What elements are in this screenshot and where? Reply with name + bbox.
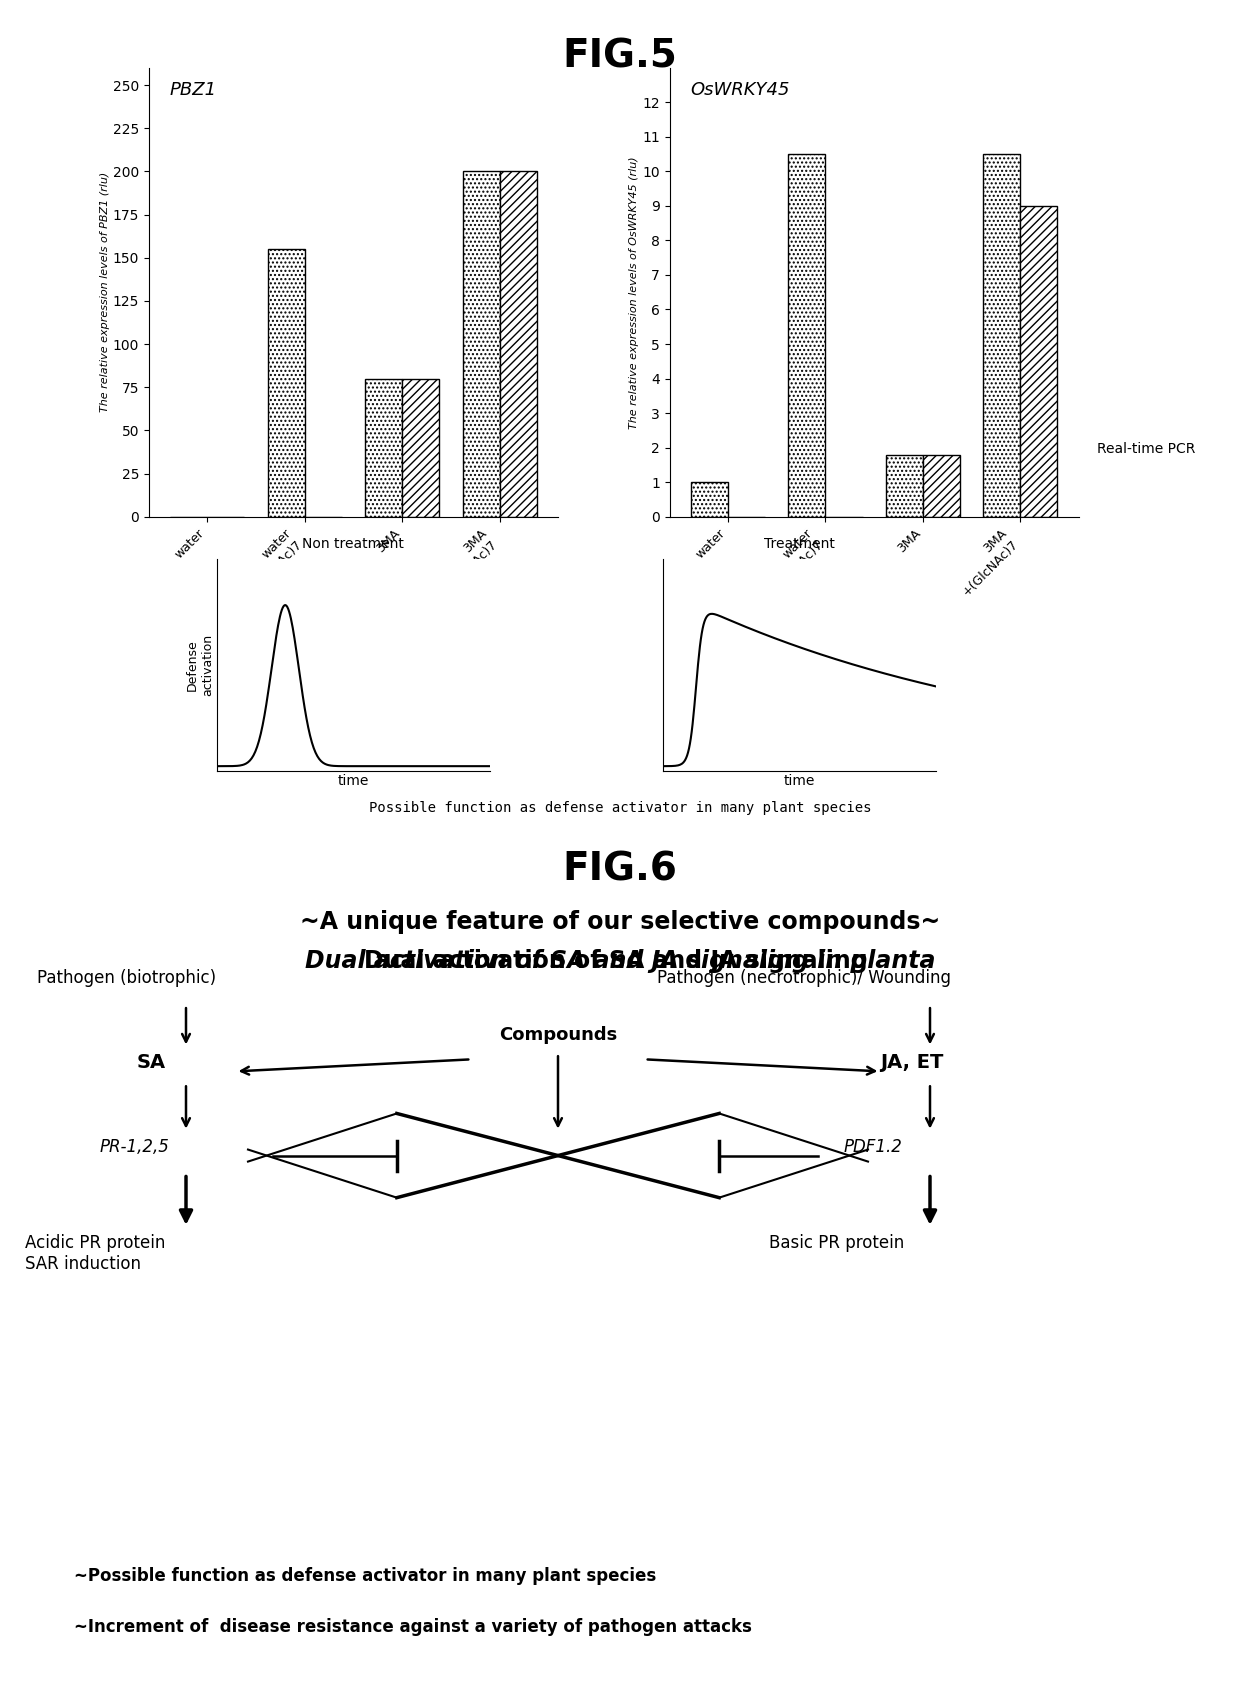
X-axis label: time: time — [337, 774, 370, 788]
Text: SA: SA — [136, 1054, 165, 1072]
Bar — [789, 154, 826, 517]
Text: PBZ1: PBZ1 — [169, 81, 217, 100]
Y-axis label: The relative expression levels of OsWRKY45 (rlu): The relative expression levels of OsWRKY… — [630, 156, 640, 429]
Bar — [402, 378, 439, 517]
Text: Basic PR protein: Basic PR protein — [769, 1233, 904, 1252]
Text: Compounds: Compounds — [498, 1027, 618, 1044]
X-axis label: time: time — [784, 774, 816, 788]
Text: JA, ET: JA, ET — [880, 1054, 944, 1072]
Bar — [1021, 207, 1058, 517]
Y-axis label: The relative expression levels of PBZ1 (rlu): The relative expression levels of PBZ1 (… — [100, 173, 110, 412]
Text: Pathogen (necrotrophic)/ Wounding: Pathogen (necrotrophic)/ Wounding — [657, 969, 951, 988]
Text: ~A unique feature of our selective compounds~: ~A unique feature of our selective compo… — [300, 910, 940, 933]
Bar — [923, 454, 960, 517]
Text: Treatment: Treatment — [764, 537, 836, 551]
Text: Possible function as defense activator in many plant species: Possible function as defense activator i… — [368, 801, 872, 815]
Text: OsWRKY45: OsWRKY45 — [689, 81, 790, 100]
Text: PR-1,2,5: PR-1,2,5 — [99, 1138, 169, 1155]
Text: FIG.6: FIG.6 — [563, 850, 677, 888]
Bar — [463, 171, 500, 517]
Text: Non treatment: Non treatment — [303, 537, 404, 551]
Text: Dual activation of SA and JA signaling: Dual activation of SA and JA signaling — [365, 949, 875, 972]
Y-axis label: Defense
activation: Defense activation — [186, 634, 215, 696]
Bar — [885, 454, 923, 517]
Bar — [365, 378, 402, 517]
Text: FIG.5: FIG.5 — [563, 37, 677, 75]
Bar — [691, 483, 728, 517]
Text: ~Increment of  disease resistance against a variety of pathogen attacks: ~Increment of disease resistance against… — [74, 1618, 753, 1636]
Text: ~Possible function as defense activator in many plant species: ~Possible function as defense activator … — [74, 1567, 657, 1586]
Text: Acidic PR protein
SAR induction: Acidic PR protein SAR induction — [25, 1233, 165, 1272]
Text: Pathogen (biotrophic): Pathogen (biotrophic) — [37, 969, 216, 988]
Text: Dual activation of SA and JA signaling in planta: Dual activation of SA and JA signaling i… — [305, 949, 935, 972]
Bar — [500, 171, 537, 517]
Bar — [983, 154, 1021, 517]
Bar — [268, 249, 305, 517]
Text: Real-time PCR: Real-time PCR — [1097, 442, 1195, 456]
Text: PDF1.2: PDF1.2 — [843, 1138, 901, 1155]
